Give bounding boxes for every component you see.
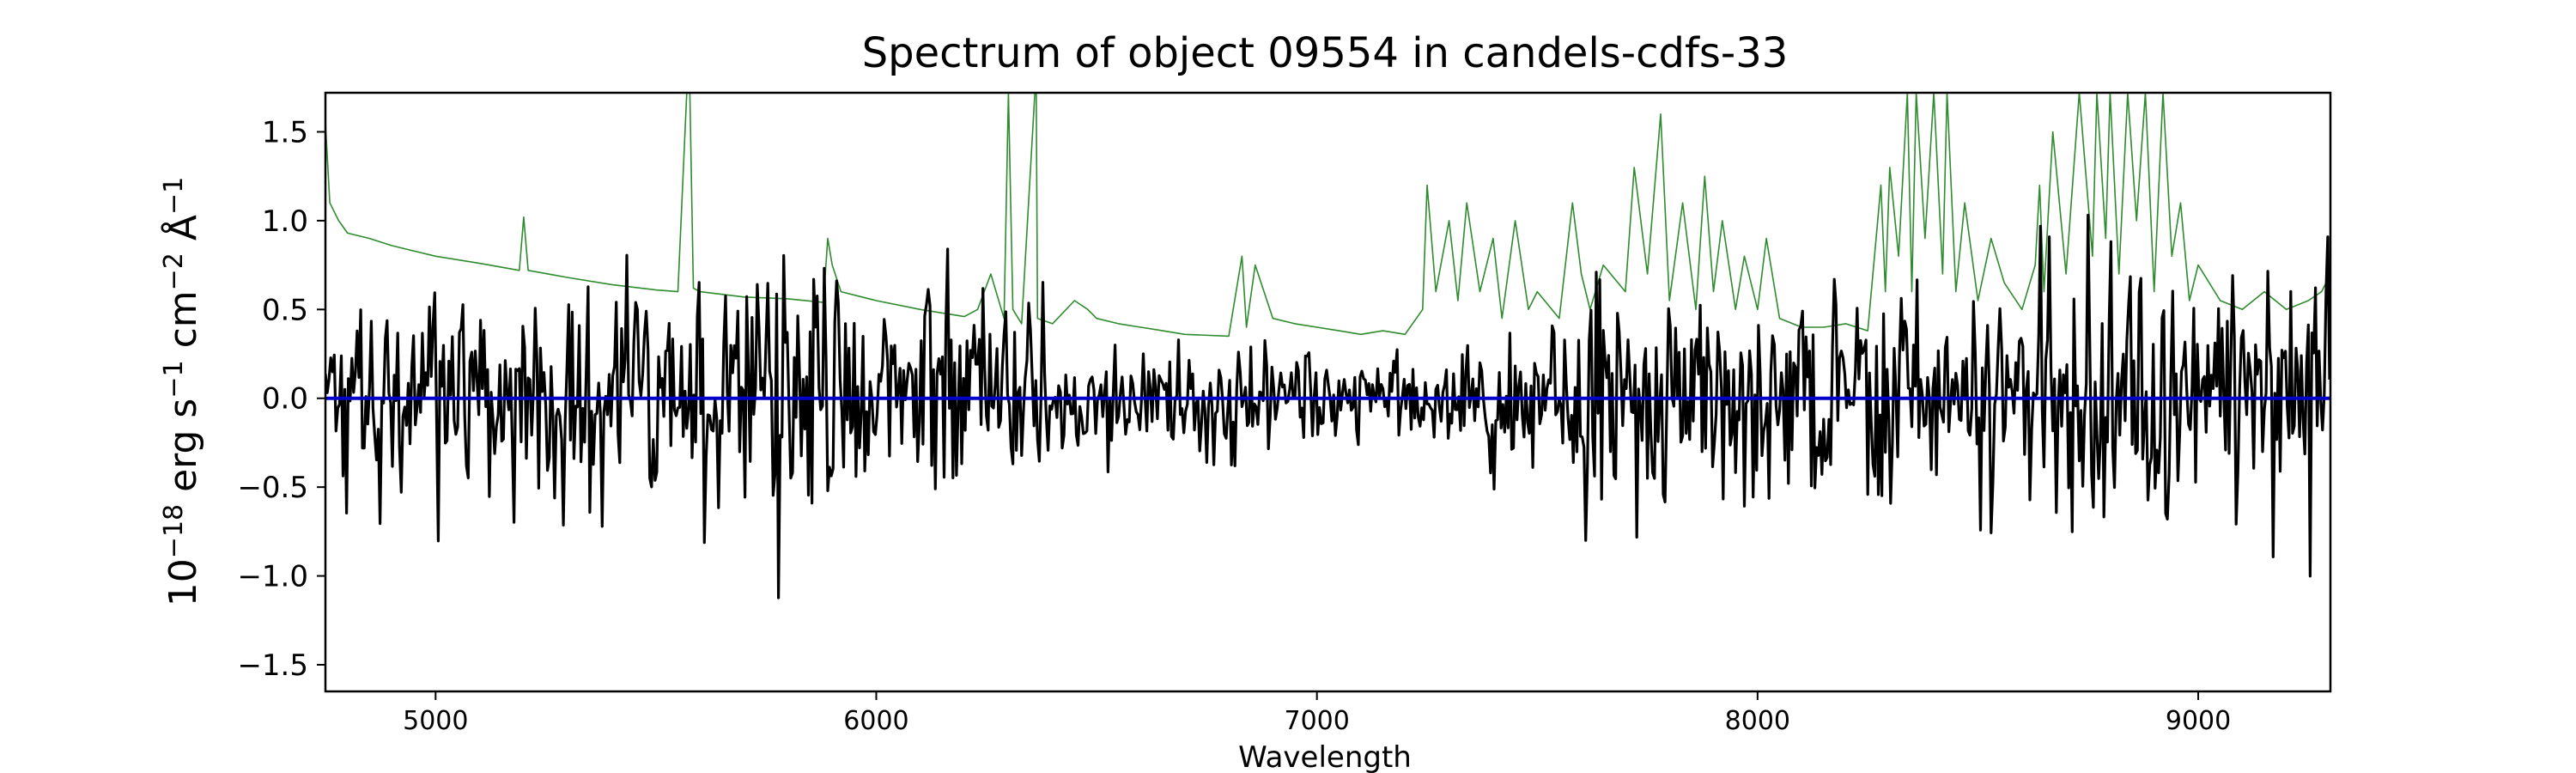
y-axis: −1.5 −1.0 −0.5 0.0 0.5 1.0 1.5: [237, 116, 325, 683]
x-tick-label: 8000: [1725, 706, 1790, 736]
x-tick-label: 6000: [843, 706, 908, 736]
y-tick-label: −1.5: [237, 648, 308, 683]
x-tick-label: 7000: [1284, 706, 1349, 736]
series-layer: [325, 93, 2330, 600]
flux-series-line: [325, 213, 2330, 600]
y-label-exp1: −1: [159, 360, 189, 398]
y-label-exp2: −2: [159, 253, 189, 290]
y-tick-label: 1.5: [262, 116, 308, 150]
y-tick-label: −0.5: [237, 471, 308, 505]
chart-title: Spectrum of object 09554 in candels-cdfs…: [862, 29, 1789, 77]
plot-frame: [324, 91, 2332, 693]
y-tick-label: −1.0: [237, 560, 308, 594]
plot-area: [324, 91, 2332, 693]
x-axis: 5000 6000 7000 8000 9000: [403, 691, 2231, 736]
x-tick-label: 9000: [2166, 706, 2231, 736]
y-axis-label: 10−18 erg s−1 cm−2 Å−1: [159, 177, 205, 606]
y-label-unit2: cm: [161, 290, 205, 360]
y-label-base: 10: [161, 558, 205, 606]
y-label-unit3: Å: [160, 215, 205, 253]
y-tick-label: 0.0: [262, 382, 308, 417]
y-tick-label: 1.0: [262, 204, 308, 239]
x-axis-label: Wavelength: [1238, 740, 1412, 773]
y-label-exp3: −1: [159, 177, 189, 215]
x-tick-label: 5000: [403, 706, 468, 736]
y-label-exp: −18: [159, 504, 189, 558]
y-label-unit1: erg s: [161, 399, 205, 504]
y-tick-label: 0.5: [262, 293, 308, 327]
error-series-line: [325, 93, 2330, 338]
